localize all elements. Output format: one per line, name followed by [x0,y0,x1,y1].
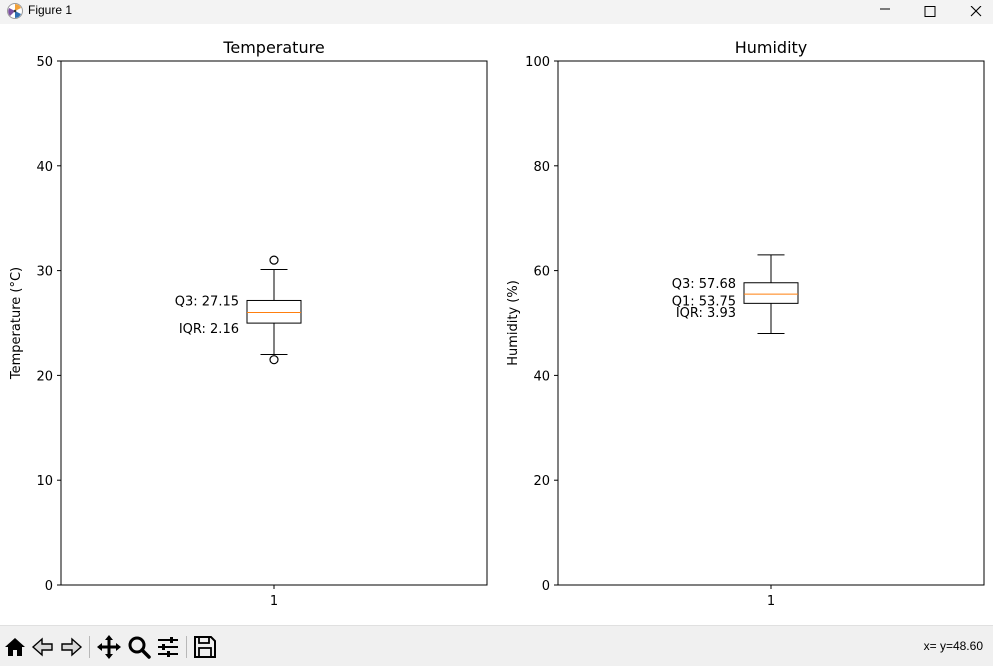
figure-canvas[interactable]: Temperature Temperature (°C) 0 10 20 30 40 50 1 Q… [0,24,993,624]
humidity-y-tick-label: 20 [533,474,550,489]
temperature-annotation: Q3: 27.15 [175,294,239,309]
temperature-outlier-point [269,255,279,265]
home-button[interactable] [2,634,28,660]
temperature-outlier-point [269,355,279,365]
temperature-chart-title: Temperature [222,38,324,57]
temperature-y-tick-label: 30 [36,265,53,280]
temperature-annotation: IQR: 2.16 [179,322,239,337]
humidity-y-tick-label: 40 [533,369,550,384]
humidity-axes-frame [557,60,985,586]
forward-button[interactable] [58,634,84,660]
temperature-axes-frame [60,60,488,586]
maximize-icon [924,6,936,17]
humidity-box [743,282,799,304]
temperature-box [246,299,302,324]
humidity-y-tick-label: 60 [533,265,550,280]
humidity-x-tick-label: 1 [767,594,775,609]
temperature-x-tick-label: 1 [270,594,278,609]
title-bar: Figure 1 [0,0,993,25]
configure-subplots-button[interactable] [155,634,181,660]
temperature-y-tick-label: 20 [36,369,53,384]
humidity-y-tick-label: 0 [542,579,550,594]
humidity-y-axis-label: Humidity (%) [506,280,521,366]
back-icon [31,637,53,657]
temperature-y-tick-label: 50 [36,55,53,70]
cursor-coordinates: x= y=48.60 [923,639,983,653]
humidity-annotation: Q3: 57.68 [672,277,736,292]
pan-icon [97,635,121,659]
pan-button[interactable] [96,634,122,660]
home-icon [5,638,25,656]
toolbar-separator [89,636,90,658]
humidity-chart-title: Humidity [735,38,808,57]
maximize-button[interactable] [907,0,953,24]
configure-subplots-icon [158,637,178,657]
forward-icon [61,637,83,657]
minimize-icon [880,8,890,10]
back-button[interactable] [30,634,56,660]
save-button[interactable] [192,634,218,660]
close-button[interactable] [953,0,993,24]
temperature-y-tick-label: 0 [45,579,53,594]
navigation-toolbar: x= y=48.60 [0,625,993,666]
zoom-button[interactable] [126,634,152,660]
toolbar-separator [186,636,187,658]
humidity-annotation: Q1: 53.75 [672,294,736,309]
matplotlib-logo-icon [7,3,23,19]
minimize-button[interactable] [862,0,908,24]
window-title: Figure 1 [28,3,73,17]
humidity-annotation: IQR: 3.93 [676,306,736,321]
temperature-y-tick-label: 40 [36,160,53,175]
close-icon [970,6,982,17]
humidity-y-tick-label: 80 [533,160,550,175]
temperature-y-axis-label: Temperature (°C) [9,267,24,380]
save-icon [194,636,216,658]
zoom-icon [128,636,151,659]
humidity-y-tick-label: 100 [525,55,550,70]
temperature-y-tick-label: 10 [36,474,53,489]
